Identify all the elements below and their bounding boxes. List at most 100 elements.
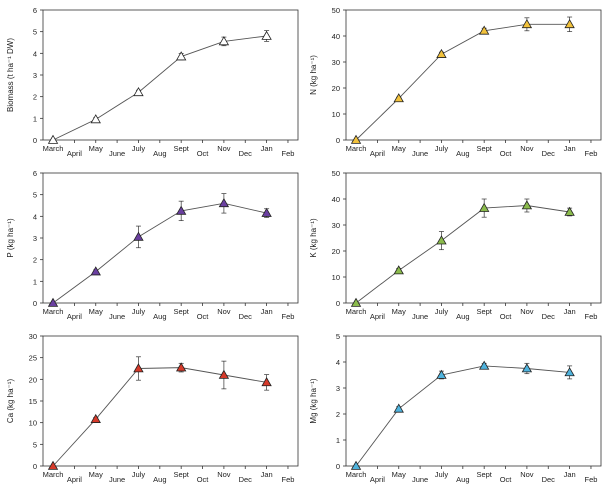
chart-panel: 0 10 20 30 40 50 March April May June July Aug Sept O…	[303, 163, 606, 331]
y-tick-label: 5	[33, 28, 37, 37]
y-tick-label: 0	[336, 462, 340, 471]
x-tick-label: March	[346, 307, 367, 316]
data-point	[350, 460, 362, 470]
x-tick-label: Sept	[476, 307, 492, 316]
data-point	[133, 87, 144, 97]
y-tick-label: 40	[332, 195, 340, 204]
x-tick-label: Nov	[520, 470, 534, 479]
x-tick-label: Aug	[456, 312, 469, 321]
x-tick-label: March	[43, 470, 64, 479]
data-point	[564, 206, 575, 216]
x-tick-label: Dec	[542, 312, 556, 321]
x-tick-label: Oct	[197, 149, 210, 158]
x-tick-label: June	[412, 475, 428, 484]
series-line	[52, 35, 267, 141]
x-tick-label: June	[109, 475, 125, 484]
data-point	[436, 235, 447, 245]
y-tick-label: 30	[332, 58, 340, 67]
y-tick-label: 3	[33, 234, 37, 243]
x-tick-label: Nov	[217, 144, 231, 153]
y-tick-label: 10	[29, 419, 37, 428]
x-tick-label: Nov	[217, 470, 231, 479]
x-tick-label: June	[412, 312, 428, 321]
series-line	[355, 365, 570, 467]
data-point	[393, 265, 404, 275]
x-tick-label: April	[370, 312, 385, 321]
data-point	[521, 363, 533, 373]
x-tick-label: April	[370, 149, 385, 158]
y-tick-label: 40	[332, 32, 340, 41]
data-point	[350, 134, 362, 144]
data-point	[436, 369, 447, 379]
y-axis-label: Ca (kg ha⁻¹)	[6, 379, 15, 424]
series-line	[355, 205, 570, 304]
x-tick-label: March	[346, 144, 367, 153]
y-tick-label: 30	[29, 332, 37, 341]
y-tick-label: 50	[332, 6, 340, 15]
x-tick-label: May	[392, 470, 406, 479]
y-tick-label: 6	[33, 169, 37, 178]
plot-frame	[42, 9, 299, 141]
data-point	[478, 202, 490, 212]
data-point	[47, 297, 59, 307]
x-tick-label: Feb	[584, 312, 597, 321]
x-tick-label: April	[67, 475, 82, 484]
chart-panel: 0 10 20 30 40 50 March April May June July Aug Sept O…	[303, 0, 606, 168]
y-axis-label: N (kg ha⁻¹)	[309, 55, 318, 95]
y-tick-label: 6	[33, 6, 37, 15]
y-tick-label: 1	[33, 114, 37, 123]
x-tick-label: July	[132, 307, 146, 316]
x-tick-label: Oct	[197, 475, 210, 484]
x-tick-label: May	[89, 470, 103, 479]
y-axis-label: K (kg ha⁻¹)	[309, 218, 318, 258]
y-tick-label: 0	[33, 136, 37, 145]
data-point	[133, 231, 144, 241]
chart-panel: 0 1 2 3 4 5 6 March April May June July Aug Sept Oct No…	[0, 163, 303, 331]
x-tick-label: Jan	[261, 307, 273, 316]
y-tick-label: 0	[336, 299, 340, 308]
plot-frame	[42, 335, 299, 467]
data-point	[564, 18, 575, 29]
x-tick-label: May	[392, 144, 406, 153]
y-tick-label: 20	[29, 375, 37, 384]
y-tick-label: 2	[33, 93, 37, 102]
x-tick-label: Feb	[281, 312, 294, 321]
x-tick-label: April	[370, 475, 385, 484]
plot-frame	[345, 335, 602, 467]
x-tick-label: April	[67, 149, 82, 158]
data-point	[393, 93, 404, 103]
x-tick-label: Aug	[153, 475, 166, 484]
x-tick-label: Dec	[542, 475, 556, 484]
data-point	[175, 205, 187, 215]
data-point	[47, 460, 59, 470]
plot-frame	[345, 9, 602, 141]
x-tick-label: July	[132, 470, 146, 479]
y-tick-label: 5	[336, 332, 340, 341]
y-tick-label: 50	[332, 169, 340, 178]
data-point	[478, 360, 490, 370]
x-tick-label: Sept	[173, 144, 189, 153]
y-tick-label: 2	[33, 256, 37, 265]
data-point	[521, 18, 533, 29]
data-point	[47, 134, 59, 144]
y-axis-label: P (kg ha⁻¹)	[6, 218, 15, 258]
data-point	[218, 36, 230, 46]
x-tick-label: Dec	[542, 149, 556, 158]
y-tick-label: 10	[332, 273, 340, 282]
data-point	[478, 25, 490, 35]
x-tick-label: Nov	[217, 307, 231, 316]
x-tick-label: Aug	[153, 149, 166, 158]
y-tick-label: 1	[336, 436, 340, 445]
data-point	[175, 362, 187, 372]
y-tick-label: 10	[332, 110, 340, 119]
x-tick-label: Sept	[476, 144, 492, 153]
x-tick-label: Sept	[173, 470, 189, 479]
x-tick-label: Feb	[584, 149, 597, 158]
data-point	[393, 403, 404, 413]
x-tick-label: May	[89, 307, 103, 316]
x-tick-label: June	[412, 149, 428, 158]
